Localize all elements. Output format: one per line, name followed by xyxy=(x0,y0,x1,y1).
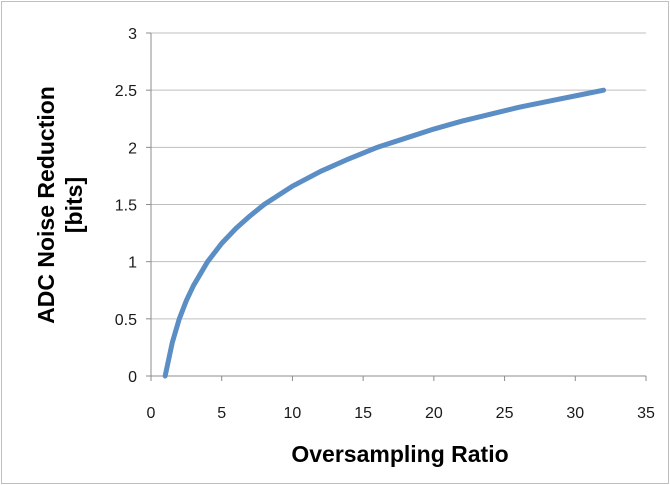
y-tick-label: 0.5 xyxy=(115,312,137,329)
x-axis-title: Oversampling Ratio xyxy=(291,441,508,467)
gridlines xyxy=(151,32,646,320)
series-layer xyxy=(162,87,607,379)
y-tick-label: 1.5 xyxy=(115,198,137,215)
y-axis-title-line-2: [bits] xyxy=(61,177,87,233)
y-axis-title-line-1: ADC Noise Reduction xyxy=(33,86,59,324)
x-tick-label: 20 xyxy=(425,405,443,422)
y-tick-label: 2 xyxy=(128,140,137,157)
x-tick-label: 25 xyxy=(496,405,514,422)
x-tick-label: 10 xyxy=(284,405,302,422)
tick-labels: 00.511.522.530 5 10 15 20 25 30 35 xyxy=(115,26,655,422)
x-tick-label: 35 xyxy=(637,405,655,422)
y-tick-label: 3 xyxy=(128,26,137,43)
y-tick-label: 1 xyxy=(128,255,137,272)
y-tick-label: 0 xyxy=(128,369,137,386)
x-tick-label: 5 xyxy=(217,405,226,422)
x-tick-label: 30 xyxy=(566,405,584,422)
x-tick-label: 0 xyxy=(147,405,156,422)
x-tick-label: 15 xyxy=(354,405,372,422)
y-tick-label: 2.5 xyxy=(115,83,137,100)
series-line-0 xyxy=(162,87,607,379)
axes xyxy=(146,32,647,381)
